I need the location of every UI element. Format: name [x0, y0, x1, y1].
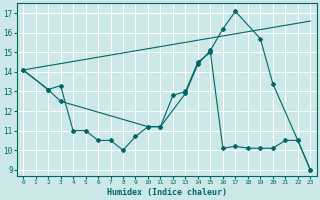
X-axis label: Humidex (Indice chaleur): Humidex (Indice chaleur): [107, 188, 227, 197]
